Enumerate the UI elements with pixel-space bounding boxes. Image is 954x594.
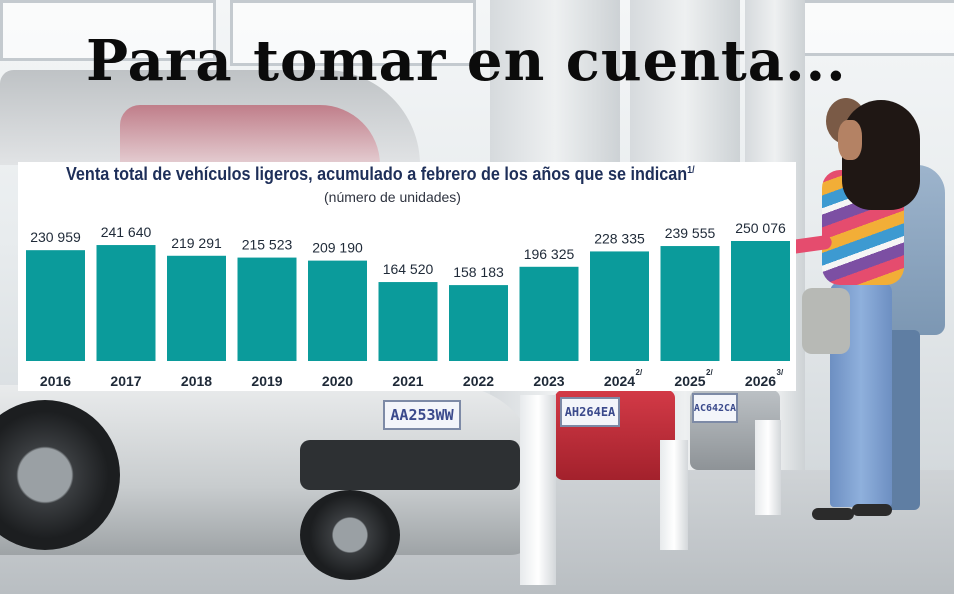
data-label-2020: 209 190 <box>312 240 363 256</box>
chart-panel: Venta total de vehículos ligeros, acumul… <box>18 162 796 391</box>
display-post <box>520 395 556 585</box>
shoe <box>852 504 892 516</box>
tick-label-2022: 2022 <box>463 373 494 389</box>
tick-label-2017: 2017 <box>110 373 141 389</box>
tick-label-2024: 2024 <box>604 373 635 389</box>
display-post <box>755 420 781 515</box>
car-grille <box>300 440 520 490</box>
data-label-2017: 241 640 <box>101 224 152 240</box>
data-label-2024: 228 335 <box>594 230 645 246</box>
woman-face <box>838 120 862 160</box>
bar-2026 <box>731 241 790 361</box>
data-label-2019: 215 523 <box>242 237 293 253</box>
data-label-2026: 250 076 <box>735 220 786 236</box>
tick-label-2023: 2023 <box>533 373 564 389</box>
window-pane <box>0 0 216 61</box>
license-plate: AC642CA <box>692 393 738 423</box>
chart-subtitle: (número de unidades) <box>324 189 461 205</box>
tick-label-2016: 2016 <box>40 373 71 389</box>
license-plate: AA253WW <box>383 400 461 430</box>
tick-footnote-2026: 3/ <box>777 368 784 377</box>
tick-label-2025: 2025 <box>674 373 705 389</box>
data-label-2016: 230 959 <box>30 229 81 245</box>
bar-2025 <box>660 246 720 361</box>
car-wheel <box>0 400 120 550</box>
bar-chart: 230 959 2016 241 640 2017 219 291 2018 215 523… <box>26 220 790 389</box>
tick-label-2026: 2026 <box>745 373 776 389</box>
bar-2017 <box>96 245 156 361</box>
handbag <box>802 288 850 354</box>
bar-2016 <box>26 250 85 361</box>
car-wheel <box>300 490 400 580</box>
chart-title-text: Venta total de vehículos ligeros, acumul… <box>66 164 688 184</box>
window-pane <box>800 0 954 56</box>
bar-2021 <box>378 282 438 361</box>
bar-2024 <box>590 251 649 361</box>
shoe <box>812 508 854 520</box>
tick-label-2019: 2019 <box>251 373 282 389</box>
bar-2020 <box>308 260 367 361</box>
bar-2018 <box>167 255 226 361</box>
tick-label-2020: 2020 <box>322 373 353 389</box>
data-label-2018: 219 291 <box>171 235 222 251</box>
headline: Para tomar en cuenta... <box>86 28 847 94</box>
data-label-2022: 158 183 <box>453 264 504 280</box>
car-roof-red <box>120 105 380 165</box>
data-label-2023: 196 325 <box>524 246 575 262</box>
bar-2023 <box>519 266 579 361</box>
chart-title-footnote: 1/ <box>687 165 695 176</box>
bar-2022 <box>449 285 508 361</box>
license-plate: AH264EA <box>560 397 620 427</box>
chart-title: Venta total de vehículos ligeros, acumul… <box>66 164 695 185</box>
window-pane <box>230 0 476 66</box>
bar-2019 <box>237 257 297 361</box>
tick-label-2018: 2018 <box>181 373 212 389</box>
tick-label-2021: 2021 <box>392 373 423 389</box>
tick-footnote-2025: 2/ <box>706 368 713 377</box>
tick-footnote-2024: 2/ <box>636 368 643 377</box>
data-label-2025: 239 555 <box>665 225 716 241</box>
display-post <box>660 440 688 550</box>
data-label-2021: 164 520 <box>383 261 434 277</box>
